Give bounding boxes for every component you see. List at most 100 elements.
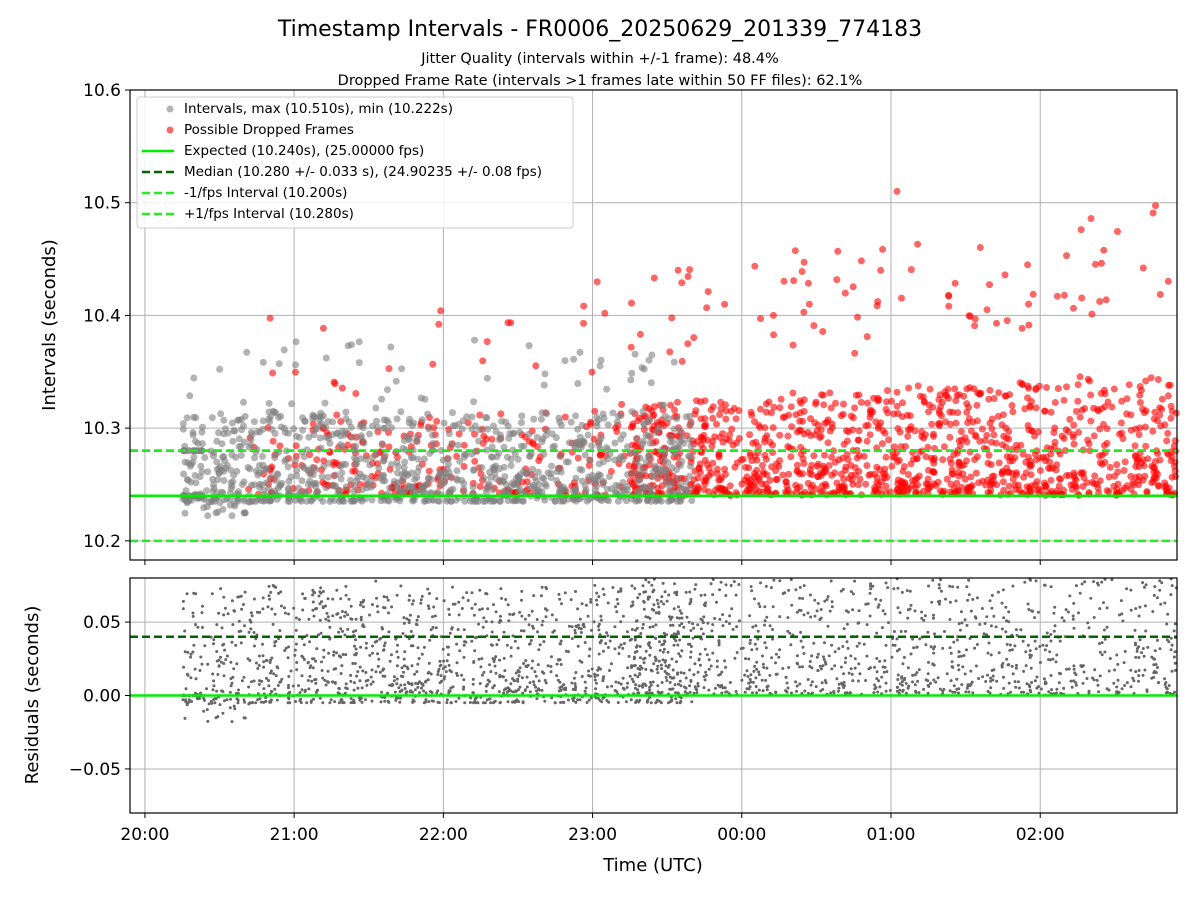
dropped-frame-point [959, 470, 967, 478]
residual-point [480, 657, 484, 661]
residual-point [489, 701, 493, 705]
residual-point [375, 604, 379, 608]
residual-point [332, 650, 336, 654]
residual-point [832, 691, 836, 695]
residual-point [855, 644, 859, 648]
residual-point [492, 603, 495, 607]
residual-point [929, 645, 933, 649]
interval-point [639, 408, 647, 415]
interval-point [362, 474, 370, 482]
interval-point [556, 418, 564, 426]
residual-point [635, 626, 639, 630]
residual-point [721, 613, 725, 617]
dropped-frame-point [898, 294, 905, 302]
residual-point [1083, 580, 1087, 584]
residual-point [594, 681, 598, 685]
interval-point [285, 429, 292, 437]
residual-point [1034, 579, 1038, 583]
dropped-frame-point [881, 429, 889, 437]
dropped-frame-point [752, 478, 760, 486]
residual-point [189, 655, 192, 659]
residual-point [578, 617, 582, 621]
dropped-frame-point [924, 484, 932, 492]
interval-point [387, 343, 395, 351]
residual-point [896, 586, 900, 590]
residual-point [331, 614, 335, 618]
dropped-frame-point [667, 401, 675, 409]
residual-point [540, 688, 544, 692]
residual-point [462, 687, 465, 691]
residual-point [544, 615, 548, 619]
residual-point [647, 580, 651, 584]
residual-point [371, 644, 374, 648]
residual-point [678, 701, 682, 705]
residual-point [971, 691, 975, 695]
residual-point [376, 664, 380, 668]
residual-point [386, 598, 390, 602]
residual-point [1166, 612, 1170, 616]
residual-point [538, 643, 542, 647]
residual-point [589, 696, 593, 700]
residual-point [1072, 664, 1076, 668]
residual-point [677, 682, 680, 686]
residual-point [808, 660, 812, 663]
interval-point [355, 359, 363, 367]
residual-point [534, 674, 538, 678]
residual-point [724, 665, 727, 669]
dropped-frame-point [810, 322, 818, 330]
residual-point [289, 669, 293, 673]
residual-point [256, 667, 260, 670]
residual-point [1058, 671, 1061, 675]
interval-point [641, 483, 649, 491]
dropped-frame-point [713, 420, 720, 428]
residual-point [810, 666, 814, 670]
residual-point [242, 698, 246, 702]
interval-point [458, 425, 466, 433]
dropped-frame-point [905, 384, 913, 392]
residual-point [908, 589, 912, 593]
residual-point [1153, 585, 1157, 589]
residual-point [396, 655, 400, 659]
dropped-frame-point [1105, 473, 1113, 481]
interval-point [355, 338, 363, 346]
residual-point [631, 600, 635, 604]
residual-point [826, 595, 830, 599]
residual-point [521, 691, 525, 695]
dropped-frame-point [772, 460, 780, 468]
residual-point [1103, 637, 1107, 641]
dropped-frame-point [930, 468, 938, 476]
residual-point [478, 682, 482, 685]
residual-point [1068, 594, 1072, 598]
residual-point [678, 679, 682, 683]
dropped-frame-point [728, 425, 736, 433]
residual-point [359, 618, 363, 622]
dropped-frame-point [914, 481, 922, 489]
residual-point [335, 588, 339, 592]
residual-point [525, 665, 529, 669]
residual-point [353, 644, 356, 648]
residual-point [535, 618, 539, 621]
dropped-frame-point [722, 401, 729, 409]
residual-point [1066, 610, 1070, 614]
dropped-frame-point [460, 463, 468, 470]
residual-point [191, 614, 195, 618]
dropped-frame-point [960, 392, 968, 400]
residual-point [248, 659, 252, 662]
residual-point [499, 619, 503, 623]
residual-point [311, 608, 315, 612]
interval-point [317, 409, 325, 417]
dropped-frame-point [817, 426, 825, 434]
residual-point [442, 659, 446, 663]
residual-point [670, 615, 674, 619]
interval-point [471, 336, 478, 344]
dropped-frame-point [879, 245, 887, 253]
interval-point [366, 430, 373, 438]
dropped-frame-point [788, 423, 796, 431]
interval-point [535, 481, 543, 489]
interval-point [615, 412, 622, 420]
residual-point [938, 602, 941, 606]
dropped-frame-point [884, 409, 892, 417]
dropped-frame-point [1149, 427, 1157, 435]
dropped-frame-point [693, 397, 700, 405]
residual-point [353, 662, 357, 665]
